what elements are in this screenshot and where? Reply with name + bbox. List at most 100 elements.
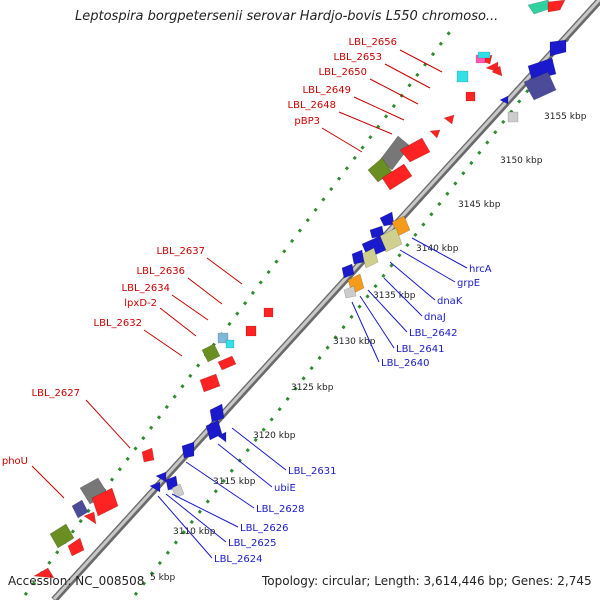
reverse-gene-label: LBL_2641 [396,344,444,355]
gene-block [499,95,509,105]
gene-block [245,325,257,337]
gene-block [71,499,89,519]
reverse-gene-label: LBL_2631 [288,466,336,477]
gene-block [429,129,441,139]
gene-block [456,70,469,83]
gene-leader-line [399,249,456,283]
kbp-label: 3120 kbp [253,431,296,441]
map-title: Leptospira borgpetersenii serovar Hardjo… [75,9,499,24]
forward-gene-label: pBP3 [294,116,320,127]
gene-block [155,471,167,483]
gene-leader-line [321,127,363,153]
gene-leader-line [353,96,405,121]
gene-block [83,511,97,525]
gene-block [379,211,395,227]
gene-block [547,0,566,13]
gene-leader-line [369,78,419,105]
gene-leader-line [217,443,273,488]
forward-gene-label: phoU [2,456,28,467]
reverse-gene-label: dnaJ [424,312,446,323]
gene-block [91,487,119,517]
gene-block [33,567,55,579]
gene-leader-line [351,301,380,363]
genome-summary: Topology: circular; Length: 3,614,446 bp… [262,574,592,588]
gene-block [149,481,161,493]
gene-leader-line [185,461,255,509]
reverse-gene-label: LBL_2625 [228,538,276,549]
gene-block [361,247,379,269]
gene-leader-line [157,495,213,559]
gene-block [341,263,355,279]
gene-block [381,163,413,191]
kbp-label: 3135 kbp [373,291,416,301]
outer-tick-track [23,24,457,596]
gene-leader-line [171,294,209,321]
gene-block [523,71,557,101]
reverse-gene-label: LBL_2628 [256,504,304,515]
gene-leader-line [165,493,227,543]
reverse-gene-label: hrcA [469,264,492,275]
gene-leader-line [383,277,423,317]
gene-block [263,307,274,318]
forward-gene-label: lpxD-2 [124,298,157,309]
gene-block [485,61,499,73]
forward-gene-label: LBL_2656 [349,37,397,48]
gene-block [217,431,227,443]
gene-block [343,285,357,299]
gene-leader-line [85,399,131,449]
gene-block [549,39,567,57]
forward-gene-label: LBL_2649 [303,85,351,96]
gene-block [67,537,85,557]
gene-block [171,483,185,499]
kbp-label: 5 kbp [150,573,176,583]
gene-block [477,51,491,59]
reverse-gene-label: grpE [457,278,480,289]
gene-leader-line [399,49,443,73]
gene-block [201,343,221,363]
reverse-gene-label: LBL_2640 [381,358,429,369]
kbp-label: 3155 kbp [544,112,587,122]
reverse-gene-label: LBL_2626 [240,523,288,534]
gene-leader-line [31,465,65,499]
gene-block [465,91,476,102]
gene-leader-line [143,329,183,357]
forward-gene-label: LBL_2653 [334,52,382,63]
gene-block [351,249,365,265]
gene-leader-line [367,289,408,333]
gene-block [199,373,221,393]
forward-gene-label: LBL_2636 [137,266,185,277]
gene-block [141,447,155,463]
gene-block [399,137,431,163]
kbp-label: 3125 kbp [291,383,334,393]
gene-block [443,114,455,125]
gene-leader-line [338,111,393,135]
forward-gene-label: LBL_2648 [288,100,336,111]
gene-block [49,523,75,549]
gene-block [209,403,225,423]
gene-block [491,65,503,77]
gene-leader-line [384,63,431,89]
gene-block [507,111,519,123]
gene-leader-line [206,257,243,285]
gene-leader-line [411,237,468,269]
kbp-label: 3130 kbp [333,337,376,347]
gene-leader-line [187,277,223,305]
gene-leader-line [359,295,395,349]
gene-block [225,339,235,349]
kbp-label: 3140 kbp [416,244,459,254]
gene-leader-line [231,427,287,471]
forward-gene-label: LBL_2627 [32,388,80,399]
kbp-label: 3115 kbp [213,477,256,487]
forward-gene-label: LBL_2632 [94,318,142,329]
gene-block [181,441,195,459]
gene-leader-line [389,261,436,301]
reverse-gene-label: dnaK [437,296,463,307]
reverse-gene-label: LBL_2624 [214,554,262,565]
kbp-label: 3150 kbp [500,156,543,166]
gene-leader-line [159,307,197,337]
forward-gene-label: LBL_2650 [319,67,367,78]
forward-gene-label: LBL_2637 [157,246,205,257]
kbp-label: 3110 kbp [173,527,216,537]
reverse-gene-label: LBL_2642 [409,328,457,339]
